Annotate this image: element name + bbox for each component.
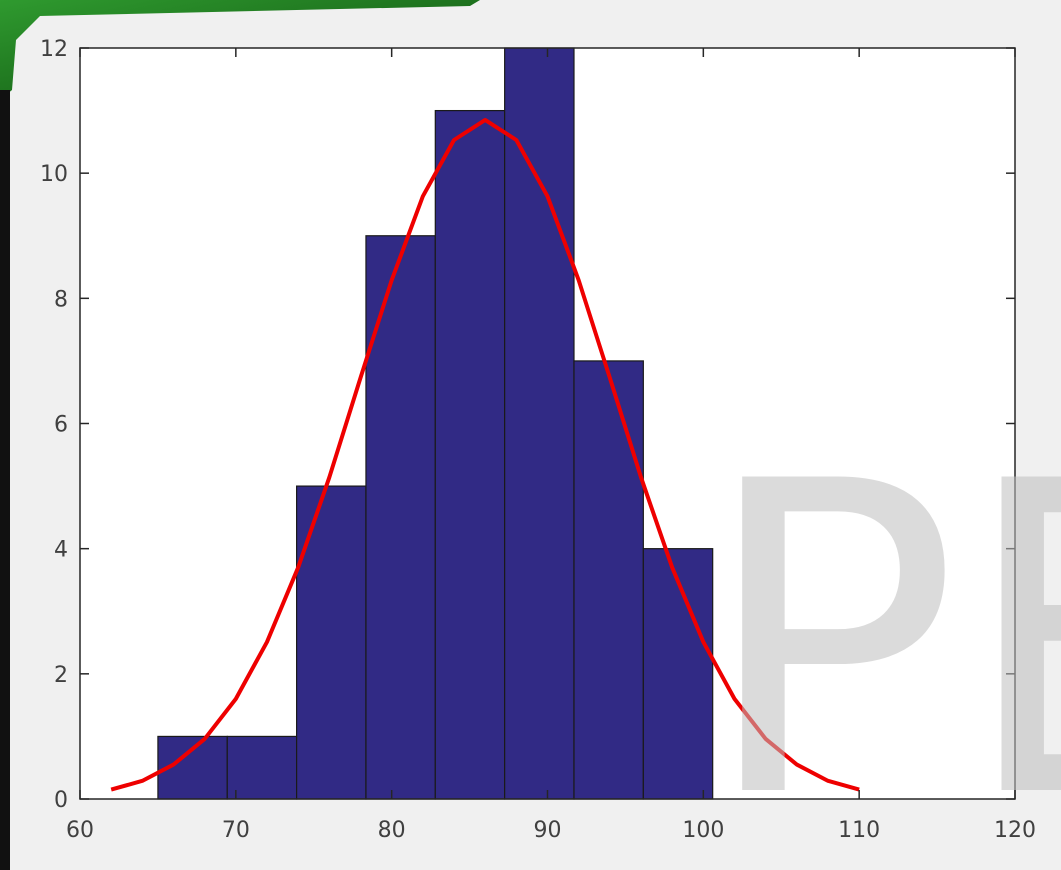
x-tick-label: 80 (378, 818, 406, 843)
y-tick-label: 8 (54, 287, 68, 312)
x-tick-label: 110 (838, 818, 880, 843)
y-tick-label: 2 (54, 663, 68, 688)
histogram-bar (504, 47, 575, 800)
fit-curve (110, 117, 860, 792)
x-tick-label: 70 (222, 818, 250, 843)
y-tick-label: 4 (54, 538, 68, 563)
y-tick-label: 6 (54, 413, 68, 438)
y-tick-label: 10 (40, 162, 68, 187)
histogram-bar (642, 548, 714, 800)
histogram-bar (573, 360, 644, 800)
histogram-bar (365, 235, 436, 800)
x-tick-label: 60 (66, 818, 94, 843)
corner-decoration (0, 0, 480, 100)
y-tick-label: 12 (40, 37, 68, 62)
y-tick-label: 0 (54, 788, 68, 813)
watermark: PE (700, 392, 1061, 870)
histogram-bar (296, 485, 367, 800)
histogram-bar (226, 735, 298, 800)
x-tick-label: 100 (682, 818, 724, 843)
x-tick-label: 90 (534, 818, 562, 843)
left-edge (0, 90, 10, 870)
x-tick-label: 120 (994, 818, 1036, 843)
histogram-bar (434, 109, 506, 800)
